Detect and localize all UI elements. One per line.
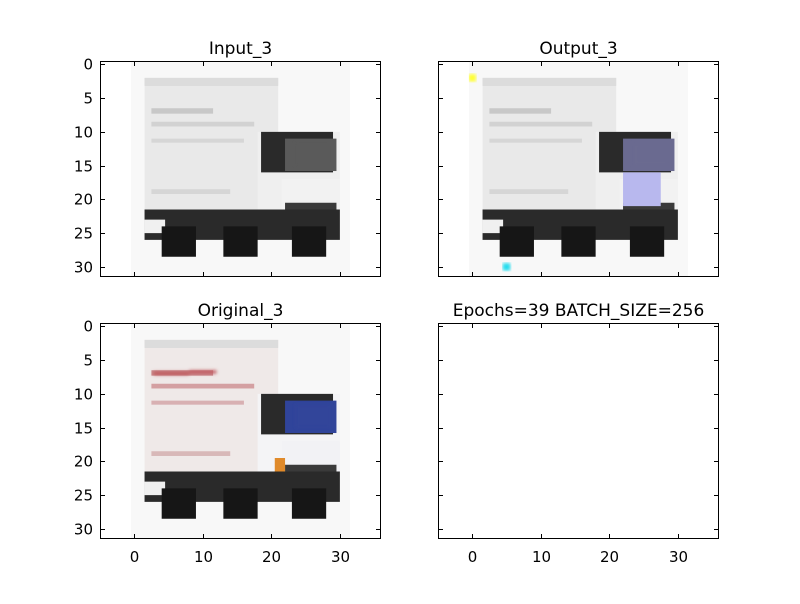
y-tick-label: 10 [74, 124, 93, 142]
y-tick-label: 20 [74, 191, 93, 209]
x-tick-label: 10 [532, 548, 551, 566]
subplot-title: Output_3 [539, 39, 617, 59]
artifact-pixel-2 [502, 263, 511, 271]
subplot-2: Output_3 [438, 39, 719, 277]
subplot-title: Original_3 [198, 301, 284, 321]
y-tick-label: 20 [74, 453, 93, 471]
subplot-title: Input_3 [209, 39, 272, 59]
axes-background [438, 323, 719, 539]
image [130, 61, 351, 277]
y-tick-label: 30 [74, 521, 93, 539]
y-tick-label: 5 [83, 352, 93, 370]
image [468, 61, 689, 277]
subplot-3: 0 10 20 30 0 5 10 15 20 25 30 Original_3 [74, 301, 381, 566]
y-tick-label: 0 [83, 56, 93, 74]
y-tick-label: 25 [74, 487, 93, 505]
axes-frame [100, 61, 381, 277]
y-tick-label: 10 [74, 386, 93, 404]
x-tick-label: 30 [669, 548, 688, 566]
axes-frame [438, 61, 719, 277]
subplot-1: 0 5 10 15 20 25 30 Input_3 [74, 39, 381, 277]
x-tick-label: 0 [468, 548, 478, 566]
y-tick-label: 15 [74, 158, 93, 176]
subplot-4: 0 10 20 30 Epochs=39 BATCH_SIZE=256 [438, 301, 719, 566]
subplot-title: Epochs=39 BATCH_SIZE=256 [453, 301, 705, 321]
x-tick-label: 20 [600, 548, 619, 566]
axes-frame [438, 323, 719, 539]
y-tick-label: 15 [74, 420, 93, 438]
axes-frame [100, 323, 381, 539]
y-tick-label: 25 [74, 225, 93, 243]
x-tick-label: 20 [262, 548, 281, 566]
artifact-pixel-1 [468, 74, 477, 82]
image [130, 323, 351, 539]
y-tick-label: 30 [74, 259, 93, 277]
x-tick-label: 0 [130, 548, 140, 566]
y-tick-label: 0 [83, 318, 93, 336]
x-tick-label: 30 [331, 548, 350, 566]
x-tick-label: 10 [194, 548, 213, 566]
y-tick-label: 5 [83, 90, 93, 108]
